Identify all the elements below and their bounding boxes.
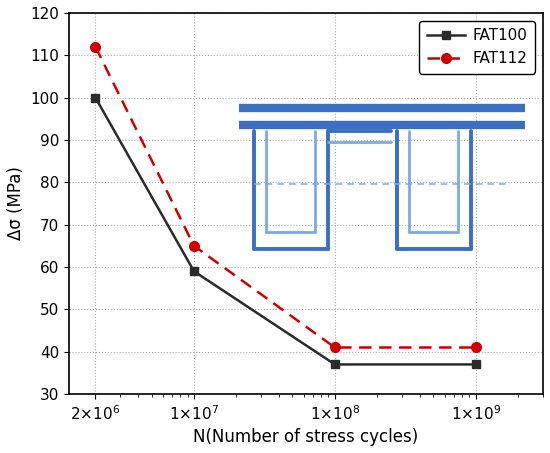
Line: FAT112: FAT112 (91, 42, 481, 352)
Y-axis label: Δσ (MPa): Δσ (MPa) (7, 167, 25, 241)
Legend: FAT100, FAT112: FAT100, FAT112 (420, 20, 535, 73)
FAT112 (332, 345, 338, 350)
FAT100 (332, 361, 338, 367)
FAT100 (92, 95, 99, 101)
FAT112 (191, 243, 197, 249)
FAT112 (92, 44, 99, 49)
Line: FAT100: FAT100 (91, 93, 480, 369)
FAT112 (472, 345, 479, 350)
FAT100 (472, 361, 479, 367)
X-axis label: N(Number of stress cycles): N(Number of stress cycles) (194, 428, 419, 446)
FAT100 (191, 269, 197, 274)
